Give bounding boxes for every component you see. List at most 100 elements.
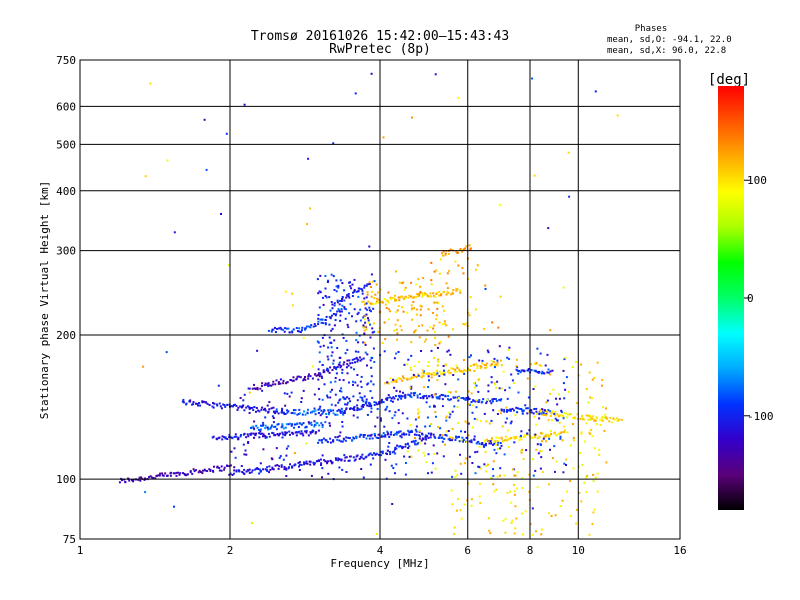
- scatter-point: [384, 408, 387, 411]
- scatter-point: [261, 432, 264, 435]
- scatter-point: [401, 306, 403, 309]
- scatter-point: [566, 413, 569, 416]
- scatter-point: [360, 386, 363, 388]
- scatter-point: [546, 371, 549, 374]
- scatter-point: [266, 404, 269, 407]
- scatter-point: [328, 296, 331, 299]
- scatter-point: [460, 397, 463, 400]
- scatter-point: [437, 291, 440, 293]
- scatter-point: [392, 434, 395, 436]
- scatter-point: [433, 373, 436, 376]
- scatter-point: [423, 454, 426, 457]
- scatter-point: [309, 463, 312, 466]
- scatter-point: [323, 409, 326, 412]
- scatter-point: [307, 421, 310, 424]
- scatter-point: [395, 395, 397, 397]
- scatter-point: [358, 435, 361, 438]
- scatter-point: [490, 360, 493, 362]
- scatter-point: [364, 343, 367, 346]
- scatter-point: [349, 281, 351, 284]
- scatter-point: [433, 404, 435, 407]
- scatter-point: [427, 295, 429, 298]
- scatter-point: [318, 398, 321, 401]
- scatter-point: [234, 403, 236, 406]
- scatter-point: [331, 351, 334, 354]
- scatter-point: [324, 295, 327, 297]
- scatter-point: [416, 394, 419, 397]
- scatter-point: [353, 459, 356, 462]
- scatter-point: [524, 434, 526, 437]
- scatter-point: [343, 361, 346, 364]
- scatter-point: [429, 295, 432, 298]
- scatter-point: [428, 405, 431, 408]
- scatter-point: [544, 435, 547, 438]
- scatter-point: [366, 283, 369, 286]
- scatter-point: [437, 396, 440, 399]
- scatter-point: [554, 417, 557, 420]
- scatter-point: [441, 305, 444, 308]
- scatter-point: [325, 460, 328, 463]
- scatter-point: [415, 376, 418, 378]
- scatter-point: [526, 407, 529, 410]
- scatter-point: [471, 462, 474, 464]
- scatter-point: [261, 382, 264, 385]
- scatter-point: [458, 289, 461, 292]
- scatter-point: [325, 315, 328, 318]
- scatter-point: [341, 468, 344, 471]
- scatter-point: [444, 383, 447, 386]
- scatter-point: [339, 319, 342, 322]
- scatter-point: [267, 329, 270, 332]
- scatter-point: [410, 455, 413, 458]
- scatter-point: [333, 302, 336, 305]
- scatter-point: [406, 311, 409, 314]
- scatter-point: [338, 439, 341, 442]
- scatter-point: [339, 310, 341, 313]
- scatter-point: [321, 454, 324, 457]
- scatter-point: [499, 399, 502, 402]
- scatter-point: [260, 424, 262, 427]
- scatter-point: [508, 409, 510, 412]
- scatter-point: [339, 299, 341, 302]
- scatter-point: [555, 434, 557, 437]
- scatter-point: [311, 429, 314, 432]
- scatter-point: [544, 364, 547, 367]
- scatter-point: [535, 412, 538, 415]
- scatter-point: [209, 469, 212, 471]
- scatter-point: [427, 375, 430, 378]
- scatter-point: [572, 467, 575, 470]
- scatter-point: [383, 350, 386, 353]
- scatter-point: [482, 443, 485, 446]
- scatter-point: [601, 419, 604, 422]
- scatter-point: [513, 474, 516, 477]
- scatter-point: [341, 440, 344, 443]
- scatter-point: [585, 422, 588, 425]
- scatter-point: [336, 347, 339, 349]
- scatter-point: [334, 404, 337, 407]
- scatter-point: [336, 438, 339, 441]
- scatter-point: [381, 452, 384, 455]
- scatter-point: [444, 443, 446, 446]
- scatter-point: [533, 408, 536, 410]
- scatter-point: [346, 372, 349, 375]
- scatter-point: [341, 368, 344, 371]
- scatter-point: [268, 471, 270, 474]
- scatter-point: [189, 471, 192, 474]
- scatter-point: [298, 469, 301, 471]
- scatter-point: [286, 392, 289, 395]
- scatter-point: [351, 295, 354, 297]
- scatter-point: [470, 439, 473, 442]
- scatter-point: [341, 282, 344, 285]
- scatter-point: [288, 466, 290, 469]
- scatter-point: [338, 361, 341, 364]
- scatter-point: [326, 281, 329, 283]
- scatter-point: [344, 439, 347, 442]
- scatter-point: [371, 290, 374, 293]
- scatter-point: [440, 293, 443, 295]
- scatter-point: [534, 433, 537, 436]
- scatter-point: [534, 436, 537, 439]
- scatter-point: [390, 380, 393, 383]
- scatter-point: [455, 435, 458, 438]
- scatter-point: [232, 405, 234, 408]
- scatter-point: [420, 439, 423, 442]
- scatter-point: [156, 474, 159, 477]
